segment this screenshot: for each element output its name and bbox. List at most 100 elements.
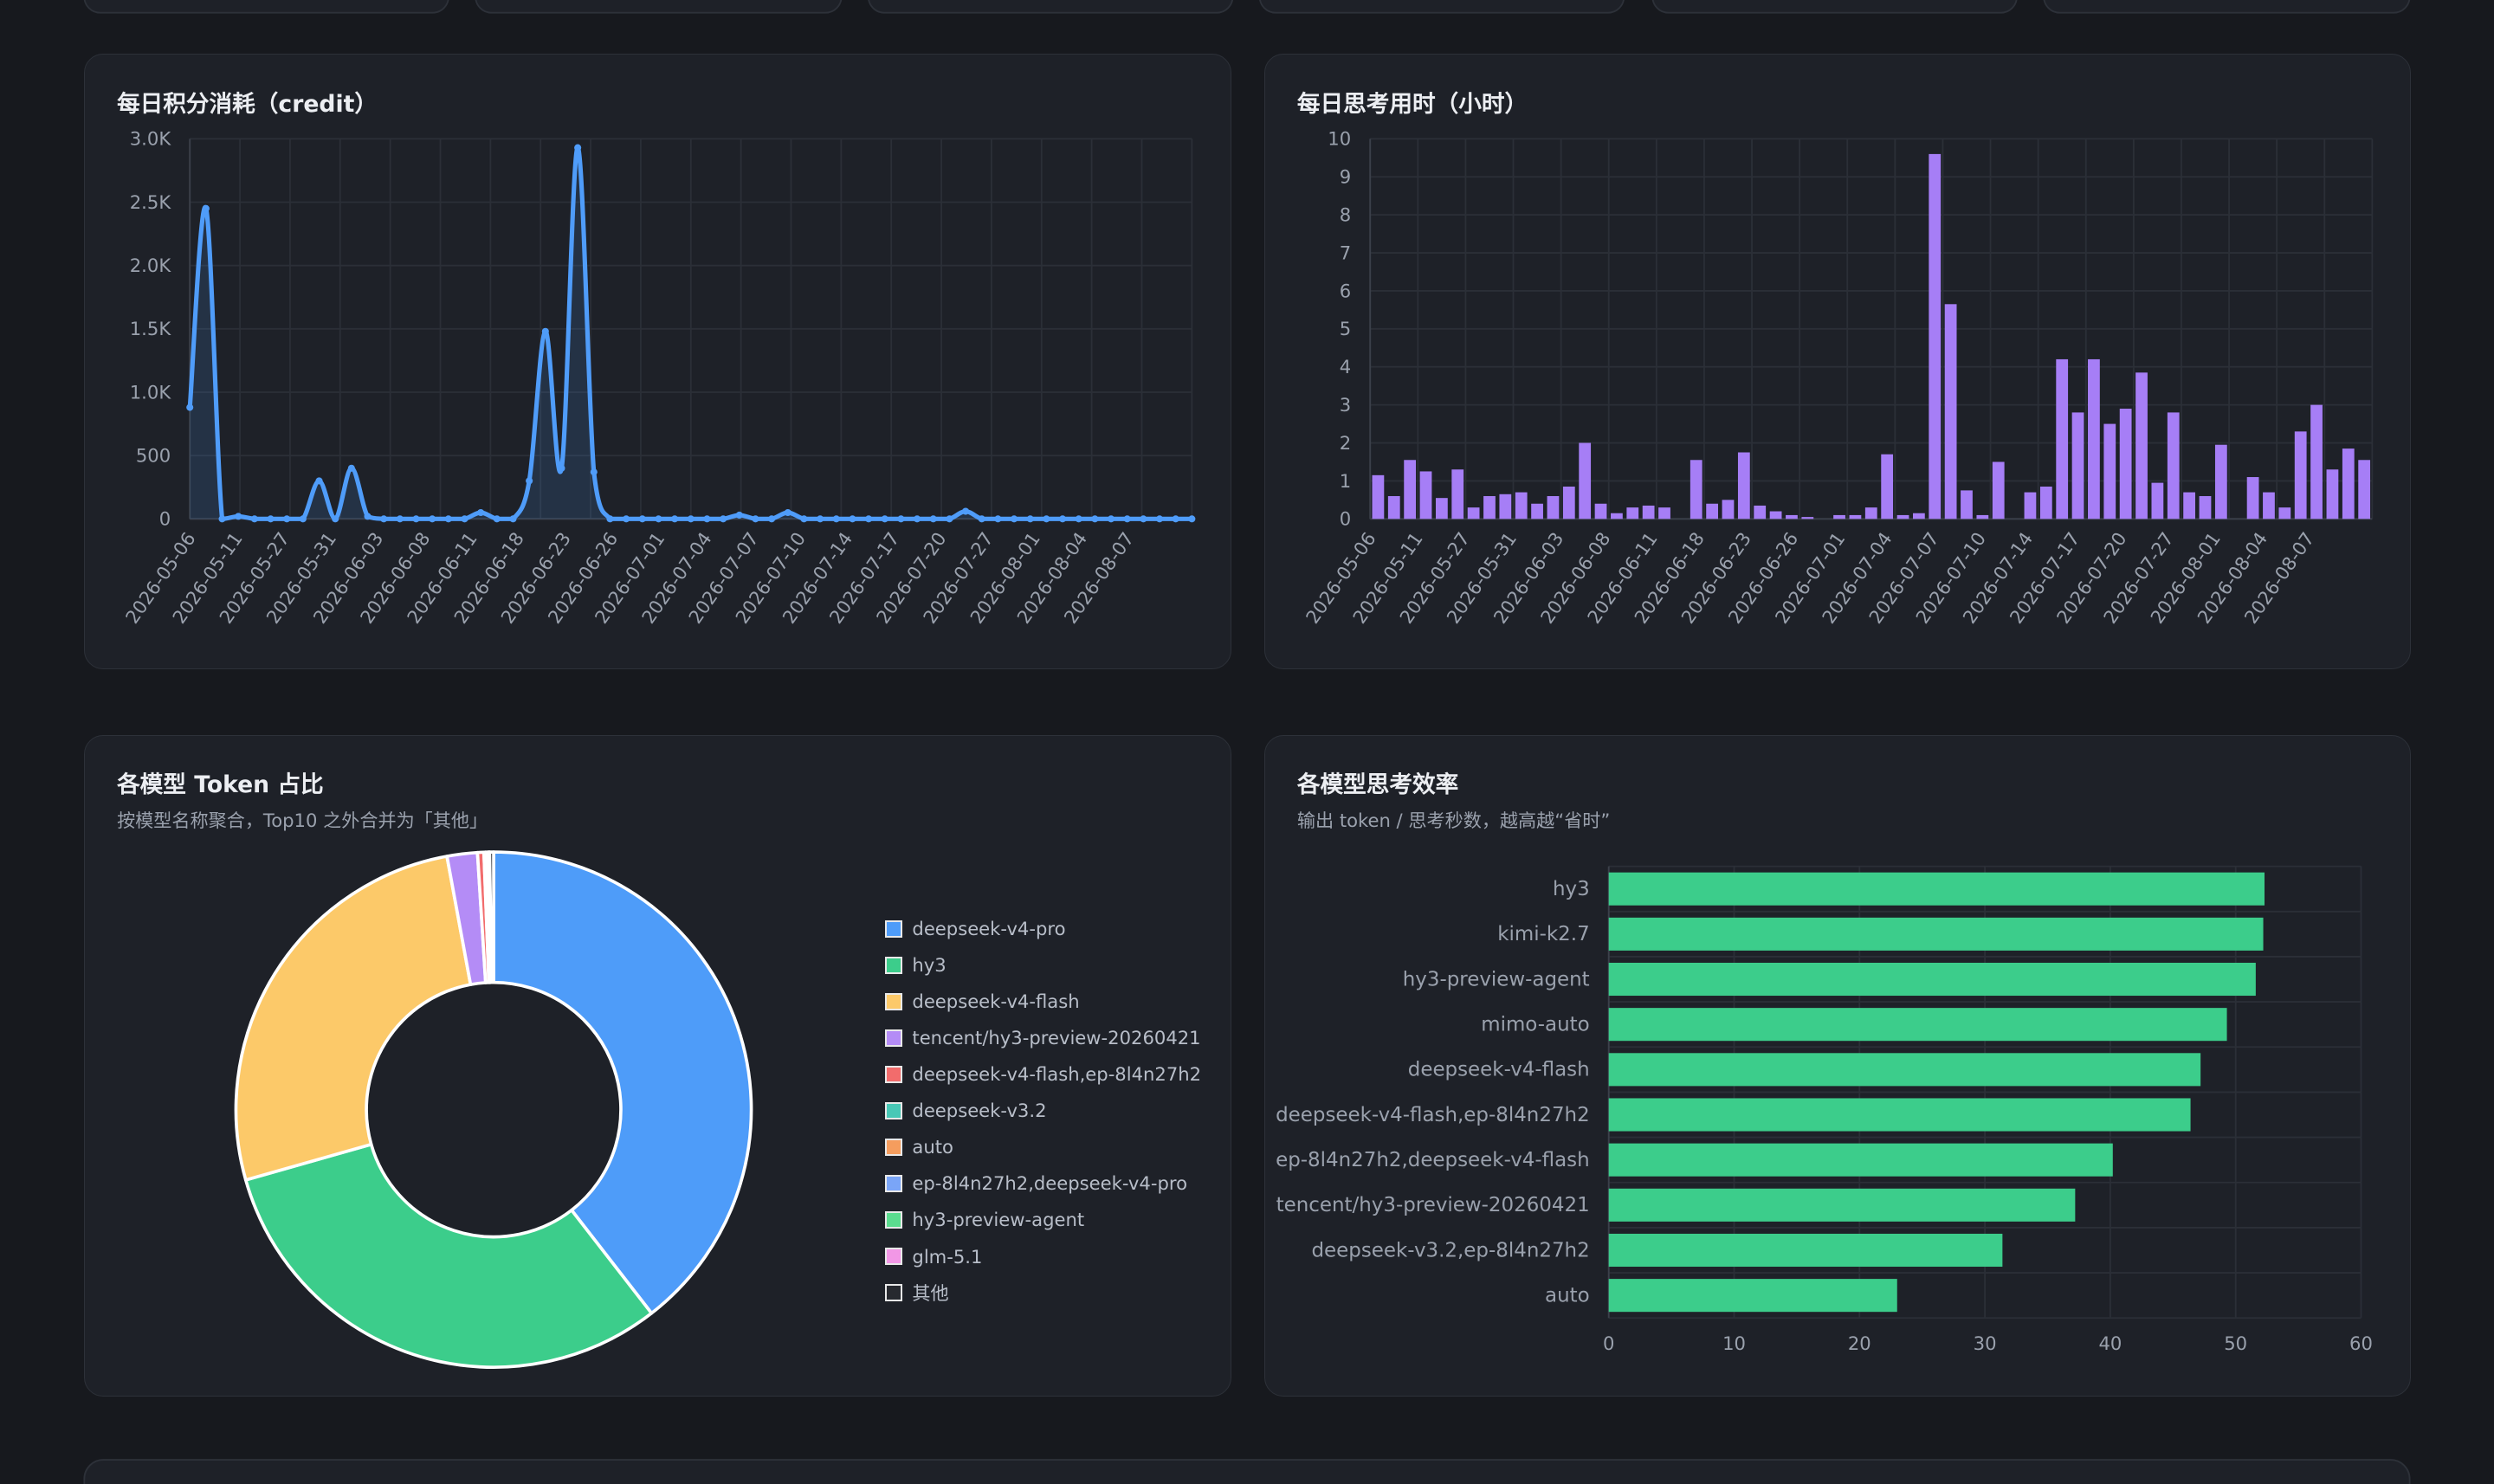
x-tick-label: 0 xyxy=(1603,1332,1614,1354)
think-bar xyxy=(1722,500,1735,519)
legend-swatch xyxy=(885,956,903,974)
think-bar xyxy=(1372,475,1385,519)
eff-bar xyxy=(1608,1233,2003,1267)
credit-point xyxy=(542,328,550,336)
credit-point xyxy=(380,515,388,523)
think-bar xyxy=(1531,504,1544,519)
legend-item[interactable]: glm-5.1 xyxy=(885,1238,1201,1274)
y-tick-label: 5 xyxy=(1340,319,1351,340)
credit-point xyxy=(979,515,986,523)
credit-point xyxy=(251,515,259,523)
think-bar xyxy=(2215,445,2227,519)
legend-label: ep-8l4n27h2,deepseek-v4-pro xyxy=(912,1172,1188,1195)
think-bar xyxy=(2342,448,2355,519)
credit-point xyxy=(1108,515,1115,523)
think-bar xyxy=(2263,493,2276,519)
y-tick-label: 500 xyxy=(136,445,171,467)
credit-point xyxy=(1123,515,1132,523)
credit-point xyxy=(688,515,695,523)
credit-point xyxy=(1043,515,1050,523)
y-category-label: kimi-k2.7 xyxy=(1497,923,1589,945)
think-bar xyxy=(1976,515,1989,519)
y-category-label: tencent/hy3-preview-20260421 xyxy=(1276,1194,1590,1216)
think-bar xyxy=(1626,507,1639,519)
credit-point xyxy=(1059,515,1067,523)
legend-label: deepseek-v3.2 xyxy=(912,1100,1047,1122)
eff-bar xyxy=(1608,962,2257,996)
legend-item[interactable]: hy3-preview-agent xyxy=(885,1202,1201,1238)
think-bar xyxy=(1611,513,1623,519)
x-tick-label: 40 xyxy=(2099,1332,2122,1354)
legend-item[interactable]: deepseek-v4-pro xyxy=(885,911,1201,947)
credit-point xyxy=(591,468,598,476)
legend-swatch xyxy=(885,1029,903,1047)
credit-point xyxy=(897,515,905,523)
y-tick-label: 1 xyxy=(1340,470,1351,492)
think-bar xyxy=(2326,469,2339,519)
think-bar xyxy=(1896,515,1909,519)
eff-bar xyxy=(1608,1143,2113,1177)
credit-point xyxy=(348,465,356,473)
eff-bar xyxy=(1608,1098,2191,1132)
think-bar xyxy=(1865,507,1877,519)
legend-swatch xyxy=(885,992,903,1010)
think-bar xyxy=(1404,460,1417,519)
think-bar xyxy=(1929,154,1942,519)
legend-item[interactable]: ep-8l4n27h2,deepseek-v4-pro xyxy=(885,1165,1201,1202)
legend-item[interactable]: deepseek-v3.2 xyxy=(885,1093,1201,1129)
credit-point xyxy=(720,515,727,523)
top-cards-row xyxy=(83,0,2411,14)
think-bar xyxy=(2151,483,2164,519)
credit-chart: 05001.0K1.5K2.0K2.5K3.0K2026-05-062026-0… xyxy=(121,128,1196,628)
credit-point xyxy=(1011,515,1018,523)
credit-point xyxy=(364,513,372,520)
y-tick-label: 3 xyxy=(1340,394,1351,416)
credit-point xyxy=(1076,515,1083,523)
eff-bar xyxy=(1608,872,2265,906)
think-bar xyxy=(1944,304,1957,519)
legend-item[interactable]: deepseek-v4-flash xyxy=(885,984,1201,1020)
pie-slice xyxy=(492,849,753,1315)
credit-point xyxy=(267,515,275,523)
credit-point xyxy=(1027,515,1035,523)
credit-point xyxy=(397,515,404,523)
think-bar xyxy=(2135,372,2148,519)
legend-item[interactable]: 其他 xyxy=(885,1274,1201,1311)
think-bar xyxy=(2024,493,2037,519)
think-bar xyxy=(1833,515,1846,519)
y-tick-label: 2.0K xyxy=(130,255,172,276)
credit-point xyxy=(186,403,194,412)
think-bar xyxy=(1738,452,1750,519)
top-card-5 xyxy=(1651,0,2018,14)
think-bar xyxy=(2358,460,2371,519)
pie-slice xyxy=(244,1142,654,1369)
legend-item[interactable]: deepseek-v4-flash,ep-8l4n27h2 xyxy=(885,1056,1201,1093)
legend-swatch xyxy=(885,1210,903,1229)
credit-point xyxy=(203,205,210,213)
credit-point xyxy=(445,515,453,523)
credit-point xyxy=(882,515,889,523)
legend-item[interactable]: tencent/hy3-preview-20260421 xyxy=(885,1020,1201,1056)
x-tick-label: 10 xyxy=(1722,1332,1746,1354)
legend-label: auto xyxy=(912,1136,953,1158)
credit-point xyxy=(429,515,436,523)
credit-point xyxy=(849,515,856,523)
credit-point xyxy=(494,515,501,523)
legend-item[interactable]: auto xyxy=(885,1129,1201,1165)
legend-item[interactable]: hy3 xyxy=(885,947,1201,984)
credit-point xyxy=(412,515,420,523)
think-bar xyxy=(1786,515,1799,519)
think-bar xyxy=(2183,493,2196,519)
legend-label: 其他 xyxy=(912,1282,949,1305)
eff-bar xyxy=(1608,1007,2227,1041)
y-tick-label: 9 xyxy=(1340,166,1351,188)
think-card: 每日思考用时（小时） 0 1 2 3 4 5 6 7 8 9 10 2026-05-06 2026-05… xyxy=(1264,54,2412,670)
credit-card: 每日积分消耗（credit） 0 500 1.0K 1.5K 2.0K 2.5K 3.0K 2… xyxy=(84,54,1231,670)
y-category-label: hy3-preview-agent xyxy=(1403,968,1590,990)
think-bar xyxy=(1849,515,1862,519)
y-tick-label: 7 xyxy=(1340,242,1351,264)
think-bar xyxy=(1706,504,1719,519)
credit-point xyxy=(574,144,582,152)
credit-point xyxy=(994,515,1002,523)
